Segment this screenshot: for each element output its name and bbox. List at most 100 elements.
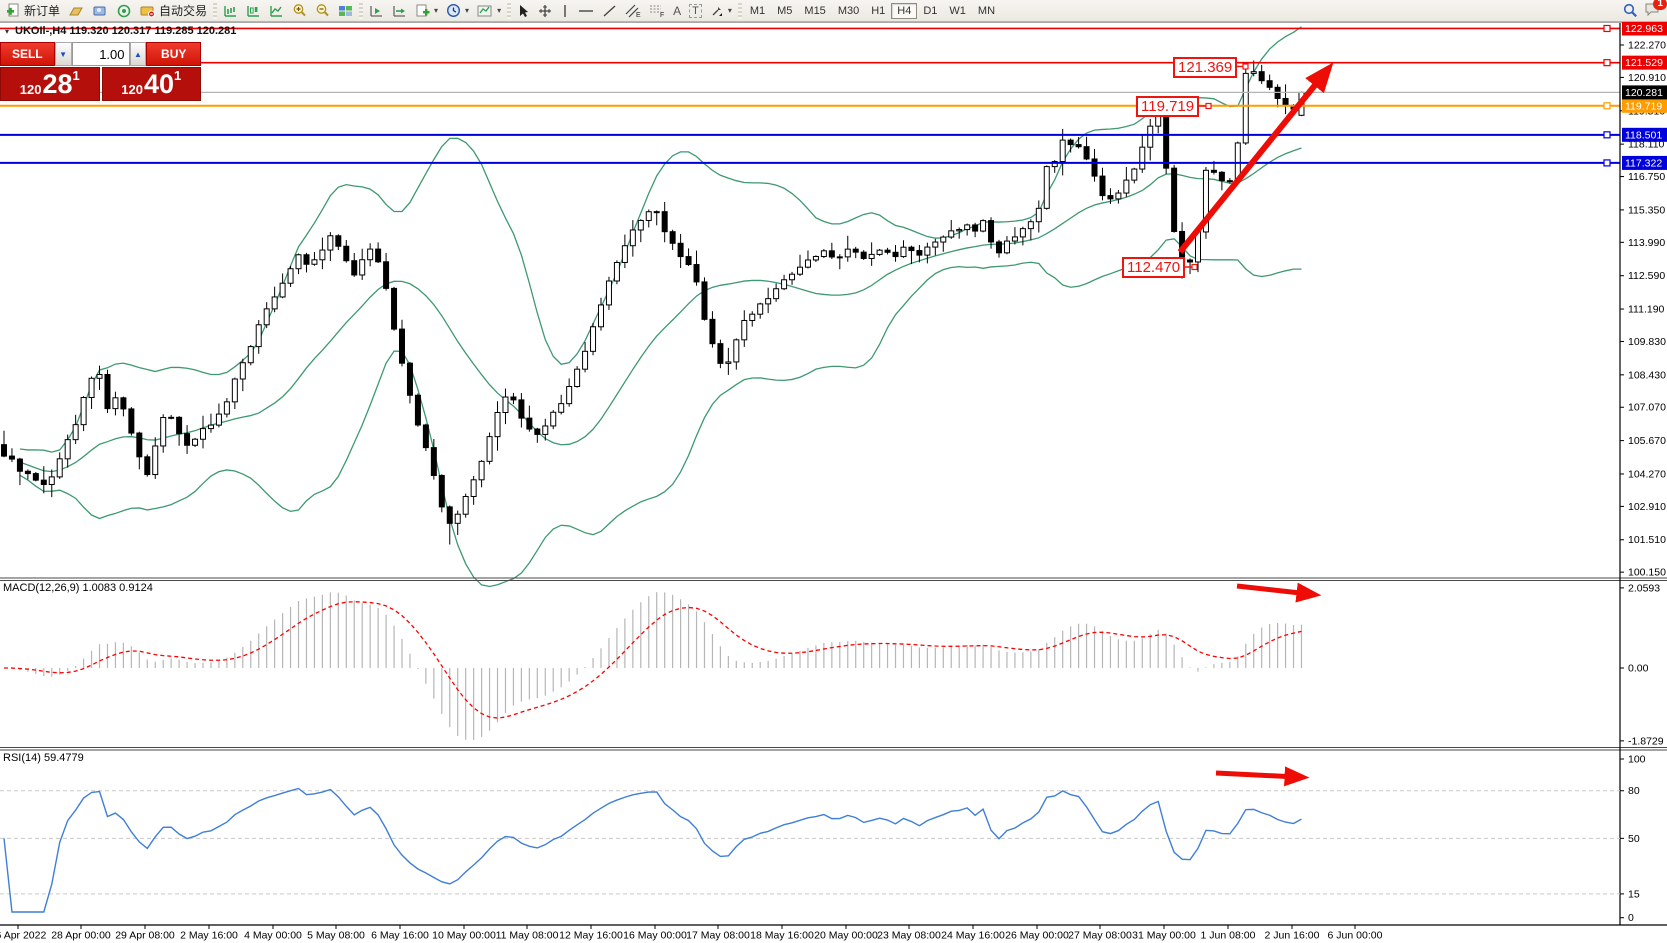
candle-chart-button[interactable] (242, 1, 265, 21)
periods-button[interactable]: ▾ (442, 1, 473, 21)
timeframe-h4[interactable]: H4 (891, 2, 918, 19)
volume-increase-button[interactable]: ▲ (129, 42, 147, 66)
svg-text:100: 100 (1628, 754, 1646, 766)
chart-area: 122.270120.910119.510118.110116.750115.3… (0, 22, 1667, 943)
buy-button[interactable]: BUY (146, 42, 201, 66)
chart-context-icon[interactable]: ▾ (5, 26, 10, 36)
market-watch-button[interactable] (88, 1, 112, 21)
zoom-in-button[interactable] (288, 1, 311, 21)
svg-text:119.719: 119.719 (1625, 100, 1662, 112)
tile-windows-button[interactable] (334, 1, 357, 21)
notifications-button[interactable]: 1 (1644, 0, 1667, 20)
bar-chart-button[interactable] (219, 1, 242, 21)
svg-text:116.750: 116.750 (1628, 171, 1665, 183)
timeframe-w1[interactable]: W1 (949, 4, 966, 17)
sell-price-main: 28 (42, 69, 73, 99)
chart-title-text: UKOIl-,H4 119.320 120.317 119.285 120.28… (15, 25, 237, 37)
svg-text:108.430: 108.430 (1628, 369, 1666, 381)
svg-text:MACD(12,26,9) 1.0083 0.9124: MACD(12,26,9) 1.0083 0.9124 (3, 582, 153, 594)
auto-trading-button[interactable]: 自动交易 (136, 1, 211, 21)
price-annotation[interactable]: 121.369 (1173, 57, 1238, 78)
svg-text:120.281: 120.281 (1625, 87, 1663, 99)
candle-chart-icon (247, 5, 260, 17)
toolbar-grip (737, 2, 742, 19)
channel-icon: E (625, 4, 641, 18)
auto-trading-icon (140, 6, 156, 17)
timeframe-h1[interactable]: H1 (871, 4, 886, 17)
svg-text:0: 0 (1628, 912, 1634, 924)
price-axis[interactable] (1620, 22, 1667, 925)
label-tool-button[interactable]: T (685, 1, 706, 21)
chart-shift-button[interactable] (388, 1, 411, 21)
zoom-out-button[interactable] (311, 1, 334, 21)
svg-text:105.670: 105.670 (1628, 435, 1666, 447)
timeframe-d1[interactable]: D1 (923, 4, 938, 17)
sell-price-display: 120 28 1 (0, 67, 100, 101)
svg-text:15: 15 (1628, 888, 1640, 900)
new-order-icon (7, 3, 19, 17)
chart-canvas[interactable]: 122.270120.910119.510118.110116.750115.3… (0, 22, 1667, 943)
svg-text:E: E (636, 12, 641, 18)
svg-text:102.910: 102.910 (1628, 501, 1666, 513)
label-tool-icon: T (689, 3, 702, 18)
arrows-tool-button[interactable]: ▾ (706, 1, 736, 21)
line-chart-button[interactable] (265, 1, 288, 21)
cursor-icon (520, 4, 529, 17)
svg-text:11 May 08:00: 11 May 08:00 (496, 930, 559, 942)
volume-decrease-button[interactable]: ▼ (54, 42, 72, 66)
profile-button[interactable] (64, 1, 88, 21)
indicators-button[interactable]: ▾ (411, 1, 442, 21)
svg-text:6 Jun 00:00: 6 Jun 00:00 (1328, 930, 1383, 942)
timeframe-m30[interactable]: M30 (837, 4, 860, 17)
time-axis[interactable] (0, 925, 1667, 943)
sell-button[interactable]: SELL (0, 42, 55, 66)
toolbar-grip (507, 2, 512, 19)
toolbar-grip (359, 2, 364, 19)
toolbar: 新订单 自动交易 ▾ ▾ ▾ E F (0, 0, 1667, 22)
fibonacci-tool-button[interactable]: F (645, 1, 669, 21)
svg-text:122.270: 122.270 (1628, 39, 1666, 51)
svg-text:26 May 00:00: 26 May 00:00 (1005, 930, 1069, 942)
timeframe-m5[interactable]: M5 (777, 4, 793, 17)
svg-text:12 May 16:00: 12 May 16:00 (559, 930, 623, 942)
indicators-caret: ▾ (434, 6, 439, 15)
fibonacci-icon: F (650, 5, 664, 18)
svg-text:18 May 16:00: 18 May 16:00 (750, 930, 814, 942)
hline-icon (579, 9, 594, 12)
bar-chart-icon (224, 5, 237, 17)
svg-text:115.350: 115.350 (1628, 204, 1665, 216)
crosshair-icon (539, 4, 552, 17)
indicators-icon (416, 4, 430, 17)
svg-text:121.529: 121.529 (1625, 57, 1663, 69)
tile-windows-icon (339, 5, 353, 16)
vline-tool-button[interactable] (556, 1, 574, 21)
timeframe-mn[interactable]: MN (977, 4, 996, 17)
one-click-trading-panel: SELL ▼ ▲ BUY 120 28 1 120 40 1 (0, 42, 201, 101)
zoom-in-icon (293, 4, 306, 17)
text-tool-button[interactable]: A (669, 1, 685, 21)
line-chart-icon (270, 5, 283, 17)
svg-text:29 Apr 08:00: 29 Apr 08:00 (115, 930, 175, 942)
hline-tool-button[interactable] (574, 1, 598, 21)
trendline-icon (603, 4, 616, 17)
cursor-tool-button[interactable] (513, 1, 534, 21)
arrows-tool-icon (712, 6, 722, 16)
signals-button[interactable] (112, 1, 136, 21)
timeframe-m15[interactable]: M15 (804, 4, 826, 17)
crosshair-tool-button[interactable] (534, 1, 556, 21)
svg-text:23 May 08:00: 23 May 08:00 (877, 930, 941, 942)
arrows-caret: ▾ (727, 6, 732, 15)
timeframe-m1[interactable]: M1 (749, 4, 766, 17)
svg-text:118.501: 118.501 (1625, 129, 1662, 141)
volume-input[interactable] (71, 42, 130, 66)
channel-tool-button[interactable]: E (621, 1, 645, 21)
trendline-tool-button[interactable] (598, 1, 621, 21)
new-order-button[interactable]: 新订单 (2, 1, 64, 21)
svg-text:10 May 00:00: 10 May 00:00 (432, 930, 496, 942)
auto-scroll-button[interactable] (365, 1, 388, 21)
search-icon[interactable] (1623, 3, 1638, 18)
price-annotation[interactable]: 119.719 (1136, 96, 1200, 117)
templates-button[interactable]: ▾ (473, 1, 505, 21)
price-annotation[interactable]: 112.470 (1122, 257, 1186, 278)
